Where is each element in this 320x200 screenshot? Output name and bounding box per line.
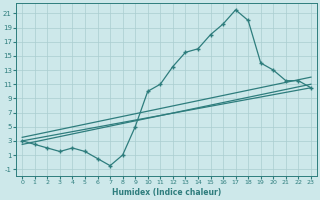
X-axis label: Humidex (Indice chaleur): Humidex (Indice chaleur) <box>112 188 221 197</box>
